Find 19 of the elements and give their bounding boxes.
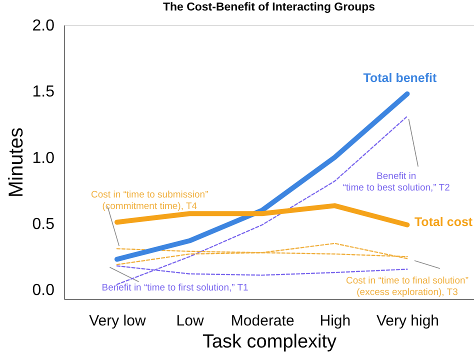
series-label: Total benefit: [363, 70, 438, 85]
series-label: Total cost: [414, 215, 474, 230]
chart-title: The Cost-Benefit of Interacting Groups: [162, 2, 376, 14]
y-tick-label: 2.0: [32, 18, 55, 34]
series-label: Benefit in “time to first solution,” T1: [102, 282, 248, 294]
y-tick-label: 0.5: [32, 216, 55, 234]
y-tick-label: 0.0: [32, 282, 55, 300]
y-tick-label: 1.0: [32, 150, 55, 167]
x-tick-label: Very low: [89, 312, 146, 330]
x-tick-label: Moderate: [230, 312, 294, 330]
text: Cost in “time to final solution” (excess exploration), T3: [346, 275, 468, 298]
x-tick-label: Low: [176, 312, 204, 330]
x-axis-title: Task complexity: [202, 332, 338, 352]
y-axis-title: Minutes: [5, 127, 28, 198]
x-tick-label: High: [320, 312, 351, 330]
x-tick-label: Very high: [376, 312, 440, 330]
text: Cost in “time to submission” (commitment time), T4: [91, 189, 208, 212]
series-label: Benefit in “time to best solution,” T2: [342, 170, 450, 194]
y-tick-label: 1.5: [32, 84, 55, 101]
